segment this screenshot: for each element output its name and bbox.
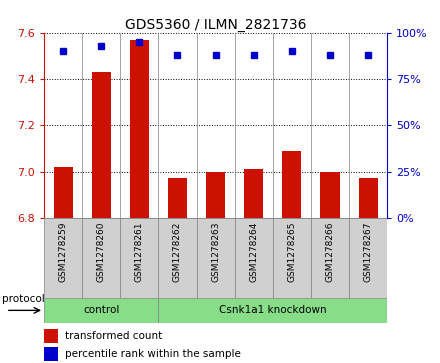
Bar [282, 151, 301, 218]
Bar [82, 218, 120, 298]
Title: GDS5360 / ILMN_2821736: GDS5360 / ILMN_2821736 [125, 18, 306, 32]
Text: transformed count: transformed count [65, 331, 162, 341]
Text: GSM1278261: GSM1278261 [135, 222, 144, 282]
Bar [235, 218, 273, 298]
Bar [158, 298, 387, 323]
Bar [44, 218, 82, 298]
Bar [244, 169, 263, 218]
Bar [130, 40, 149, 218]
Bar [158, 218, 197, 298]
Text: GSM1278265: GSM1278265 [287, 222, 297, 282]
Bar [168, 179, 187, 218]
Bar [92, 72, 111, 218]
Text: control: control [83, 305, 119, 315]
Text: Csnk1a1 knockdown: Csnk1a1 knockdown [219, 305, 326, 315]
Text: GSM1278259: GSM1278259 [59, 222, 68, 282]
Bar [349, 218, 387, 298]
Bar [54, 167, 73, 218]
Bar [44, 347, 58, 361]
Bar [206, 171, 225, 218]
Text: percentile rank within the sample: percentile rank within the sample [65, 349, 241, 359]
Text: protocol: protocol [2, 294, 45, 305]
Bar [273, 218, 311, 298]
Text: GSM1278263: GSM1278263 [211, 222, 220, 282]
Bar [359, 179, 378, 218]
Text: GSM1278267: GSM1278267 [363, 222, 373, 282]
Bar [311, 218, 349, 298]
Text: GSM1278260: GSM1278260 [97, 222, 106, 282]
Bar [197, 218, 235, 298]
Bar [44, 298, 158, 323]
Text: GSM1278262: GSM1278262 [173, 222, 182, 282]
Text: GSM1278266: GSM1278266 [326, 222, 334, 282]
Bar [44, 329, 58, 343]
Bar [320, 171, 340, 218]
Text: GSM1278264: GSM1278264 [249, 222, 258, 282]
Bar [120, 218, 158, 298]
